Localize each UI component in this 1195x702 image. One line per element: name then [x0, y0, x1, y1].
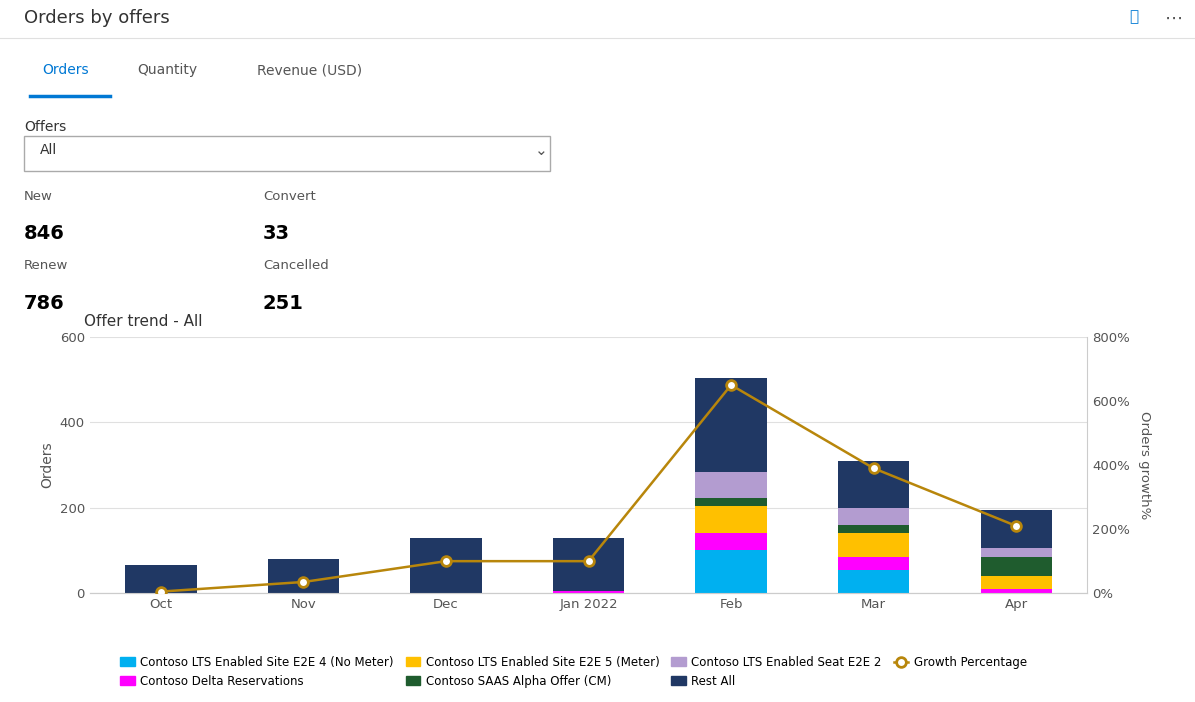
- FancyBboxPatch shape: [24, 135, 550, 171]
- Text: ⓘ: ⓘ: [1129, 10, 1139, 25]
- Legend: Contoso LTS Enabled Site E2E 4 (No Meter), Contoso Delta Reservations, Contoso L: Contoso LTS Enabled Site E2E 4 (No Meter…: [116, 651, 1031, 693]
- Bar: [695, 378, 767, 472]
- Bar: [695, 498, 767, 505]
- Bar: [981, 576, 1052, 589]
- Bar: [838, 461, 909, 508]
- Bar: [268, 559, 339, 593]
- Bar: [981, 548, 1052, 557]
- Bar: [838, 525, 909, 534]
- Y-axis label: Orders growth%: Orders growth%: [1138, 411, 1151, 519]
- Bar: [838, 557, 909, 570]
- Text: 33: 33: [263, 224, 290, 244]
- Text: Orders: Orders: [42, 63, 88, 77]
- Bar: [838, 570, 909, 593]
- Text: 786: 786: [24, 293, 65, 313]
- Text: All: All: [39, 143, 56, 157]
- Text: Offer trend - All: Offer trend - All: [84, 314, 202, 329]
- Text: New: New: [24, 190, 53, 203]
- Bar: [410, 538, 482, 593]
- Bar: [553, 538, 624, 591]
- Text: Quantity: Quantity: [137, 63, 197, 77]
- Text: Renew: Renew: [24, 259, 68, 272]
- Bar: [695, 534, 767, 550]
- Bar: [125, 565, 196, 593]
- Bar: [838, 508, 909, 525]
- Text: Convert: Convert: [263, 190, 315, 203]
- Text: Revenue (USD): Revenue (USD): [257, 63, 362, 77]
- Text: Offers: Offers: [24, 120, 66, 134]
- Text: ⋯: ⋯: [1165, 10, 1183, 27]
- Text: 846: 846: [24, 224, 65, 244]
- Bar: [981, 557, 1052, 576]
- Bar: [981, 589, 1052, 593]
- Bar: [553, 591, 624, 593]
- Bar: [981, 510, 1052, 548]
- Bar: [695, 472, 767, 498]
- Bar: [695, 550, 767, 593]
- Text: ⌄: ⌄: [535, 143, 549, 157]
- Text: Orders by offers: Orders by offers: [24, 10, 170, 27]
- Text: Cancelled: Cancelled: [263, 259, 329, 272]
- Bar: [695, 505, 767, 534]
- Y-axis label: Orders: Orders: [39, 442, 54, 489]
- Bar: [838, 534, 909, 557]
- Text: 251: 251: [263, 293, 304, 313]
